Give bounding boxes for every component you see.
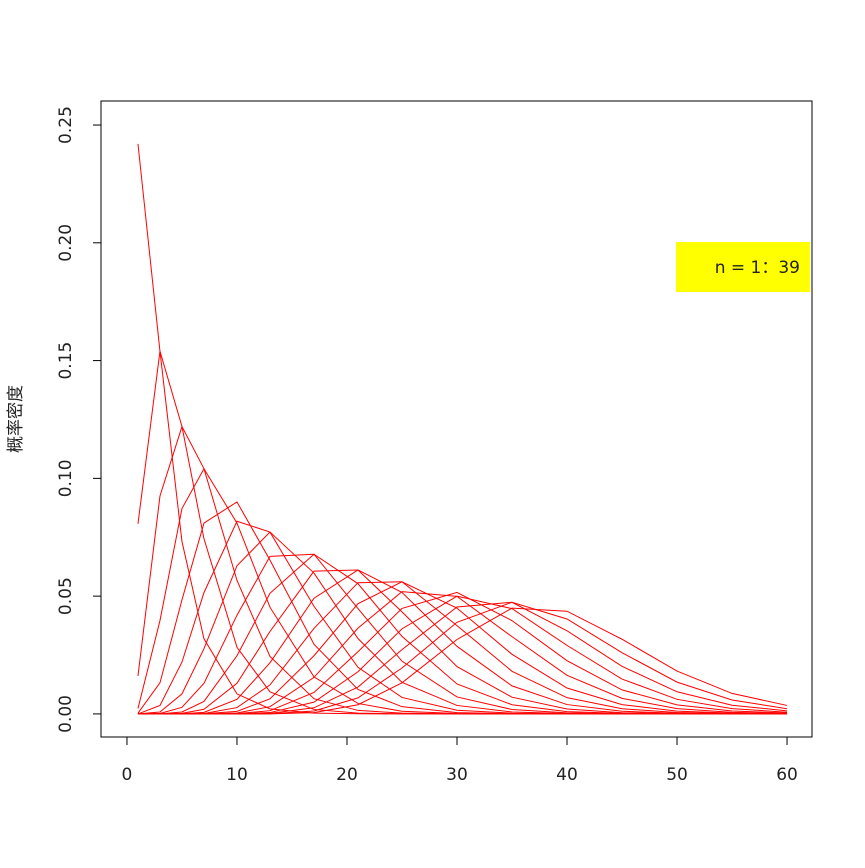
density-curve [137, 553, 788, 715]
density-curve [137, 591, 788, 715]
y-tick-label: 0.15 [56, 342, 76, 380]
density-curve [137, 501, 788, 715]
density-curve [137, 581, 788, 715]
y-tick-label: 0.10 [56, 459, 76, 497]
y-tick-label: 0.00 [56, 695, 76, 733]
y-tick-label: 0.20 [56, 224, 76, 262]
x-tick-label: 30 [446, 765, 468, 785]
density-curve [137, 581, 788, 715]
x-tick-label: 50 [666, 765, 688, 785]
density-curve [137, 595, 788, 715]
y-tick-label: 0.05 [56, 577, 76, 615]
plot-frame [100, 100, 813, 738]
legend-text: n = 1：39 [715, 258, 800, 278]
y-tick-label: 0.25 [56, 106, 76, 144]
x-tick-label: 0 [122, 765, 133, 785]
density-curve [137, 607, 788, 715]
x-tick-label: 20 [336, 765, 358, 785]
density-curve [137, 143, 788, 715]
density-curve [137, 467, 788, 715]
density-curve [137, 569, 788, 715]
x-tick-label: 60 [776, 765, 798, 785]
x-tick-label: 40 [556, 765, 578, 785]
density-curve [137, 553, 788, 715]
density-curve [137, 591, 788, 715]
legend-box [676, 242, 810, 292]
y-axis-label: 概率密度 [6, 385, 26, 453]
density-curve [137, 351, 788, 715]
density-curve [137, 569, 788, 715]
x-tick-label: 10 [226, 765, 248, 785]
